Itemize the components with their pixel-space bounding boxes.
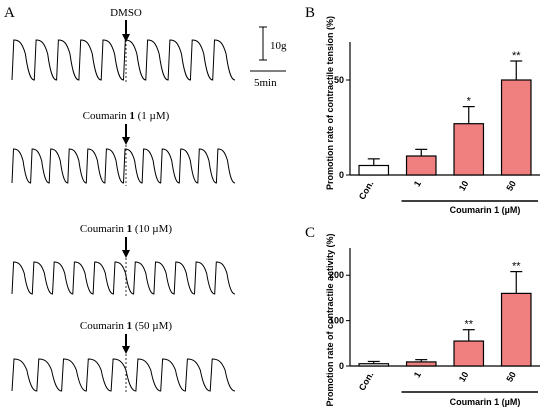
arrow-dmso: [122, 20, 130, 42]
bar-50: [500, 292, 532, 367]
trace-group-50um: Coumarin 1 (50 µM): [11, 320, 236, 394]
scale-bar-amplitude-label: 10g: [270, 40, 287, 52]
arrow-1um: [122, 124, 130, 145]
x-tick-label: 50: [504, 370, 518, 384]
x-tick-label: 50: [504, 179, 518, 193]
panel-b-letter: B: [305, 5, 315, 21]
y-tick-label: 0: [339, 170, 344, 180]
x-tick-label: Con.: [357, 370, 376, 392]
x-tick-label: 10: [457, 370, 471, 384]
x-tick-label: 10: [457, 179, 471, 193]
trace-group-1um: Coumarin 1 (1 µM): [11, 110, 236, 186]
bar-10: [453, 123, 485, 176]
chart-c-ylabel: Promotion rate of contractile activity (…: [325, 233, 335, 406]
y-tick-label: 0: [339, 361, 344, 371]
trace-label-50um: Coumarin 1 (50 µM): [80, 320, 173, 332]
significance-mark: **: [512, 261, 521, 273]
chart-b-xlabel: Coumarin 1 (µM): [450, 205, 521, 215]
panel-c-letter: C: [305, 225, 315, 241]
chart-b: 0 50 Con. 1 * 10 ** 50: [334, 42, 540, 202]
bar-10: [453, 340, 485, 367]
arrow-10um: [122, 237, 130, 258]
significance-mark: **: [464, 319, 473, 331]
trace-label-10um: Coumarin 1 (10 µM): [80, 223, 173, 235]
trace-10um: [11, 261, 236, 295]
chart-c: 0 100 200 Con. 1 ** 10 ** 50: [329, 248, 540, 393]
bar-1: [405, 155, 437, 176]
y-tick-label: 100: [329, 316, 344, 326]
y-tick-label: 50: [334, 75, 344, 85]
scale-bar-time-label: 5min: [254, 77, 277, 89]
x-tick-label: Con.: [357, 179, 376, 201]
panel-a: A DMSO 10g 5min Coumarin 1 (1 µM): [4, 5, 287, 394]
y-tick-label: 200: [329, 270, 344, 280]
panel-c: C Promotion rate of contractile activity…: [305, 225, 540, 407]
bar-50: [500, 79, 532, 176]
trace-label-dmso: DMSO: [110, 7, 142, 19]
panel-b: B Promotion rate of contractile tension …: [305, 5, 540, 215]
trace-group-10um: Coumarin 1 (10 µM): [11, 223, 236, 296]
arrow-50um: [122, 334, 130, 354]
bar-control: [358, 363, 390, 367]
x-tick-label: 1: [412, 179, 423, 188]
x-tick-label: 1: [412, 370, 423, 379]
chart-b-ylabel: Promotion rate of contractile tension (%…: [325, 16, 335, 190]
chart-c-xlabel: Coumarin 1 (µM): [450, 397, 521, 407]
trace-group-dmso: DMSO: [11, 7, 236, 82]
trace-1um: [11, 148, 236, 184]
bar-control: [358, 164, 390, 176]
significance-mark: **: [512, 50, 521, 62]
panel-a-letter: A: [4, 5, 15, 21]
scale-bar: 10g 5min: [250, 26, 287, 89]
trace-dmso: [11, 39, 236, 81]
significance-mark: *: [467, 96, 472, 108]
bar-1: [405, 361, 437, 367]
trace-label-1um: Coumarin 1 (1 µM): [83, 110, 170, 122]
trace-50um: [11, 358, 236, 392]
